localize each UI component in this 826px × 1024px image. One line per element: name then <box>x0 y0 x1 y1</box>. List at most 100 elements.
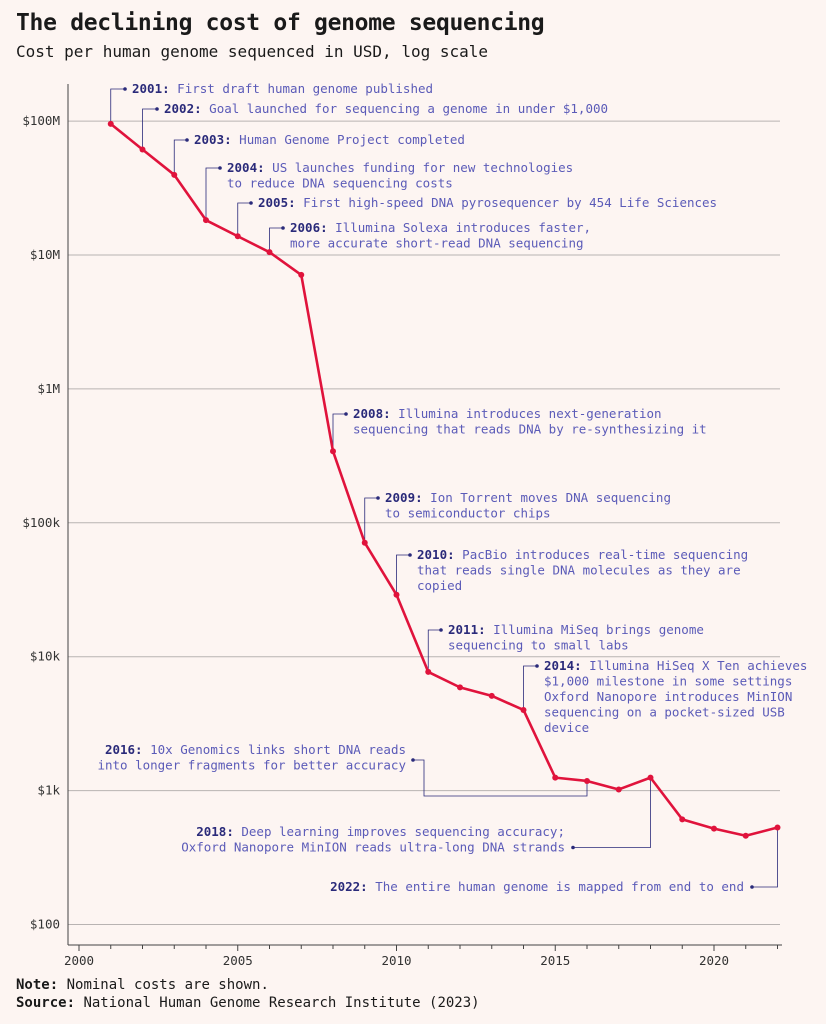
y-tick-label: $1k <box>37 783 60 798</box>
data-point <box>552 774 559 781</box>
annotation-year: 2004: <box>227 160 265 175</box>
annotation-leader-dot <box>249 201 253 205</box>
data-point <box>584 777 590 784</box>
chart-title: The declining cost of genome sequencing <box>16 10 545 36</box>
annotation-year: 2022: <box>330 879 368 894</box>
data-point <box>615 786 622 793</box>
annotation-2010: 2010: PacBio introduces real-time sequen… <box>417 547 748 593</box>
annotation-line: to reduce DNA sequencing costs <box>227 176 453 191</box>
y-tick-label: $100k <box>22 515 60 530</box>
note-label: Note: <box>16 977 59 993</box>
source-text: National Human Genome Research Institute… <box>75 995 480 1011</box>
annotation-year: 2018: <box>196 824 234 839</box>
annotation-line: device <box>544 720 589 735</box>
annotation-line: 2003: Human Genome Project completed <box>194 132 465 147</box>
annotation-leader <box>573 777 651 848</box>
note: Note: Nominal costs are shown. <box>16 976 480 994</box>
annotation-leader-dot <box>123 87 127 91</box>
data-point <box>393 591 400 598</box>
annotation-leader <box>142 108 157 150</box>
annotation-leader-dot <box>535 664 539 668</box>
annotation-line: 2001: First draft human genome published <box>132 81 433 96</box>
annotation-line: 2016: 10x Genomics links short DNA reads <box>105 742 406 757</box>
annotation-leader <box>364 497 378 543</box>
data-point <box>647 774 654 781</box>
data-point <box>330 448 336 455</box>
data-point <box>742 832 749 839</box>
annotation-2003: 2003: Human Genome Project completed <box>194 132 465 147</box>
y-tick-label: $1M <box>37 381 60 396</box>
annotation-year: 2006: <box>290 220 328 235</box>
annotation-2001: 2001: First draft human genome published <box>132 81 433 96</box>
annotation-leader-dot <box>411 758 415 762</box>
x-tick-label: 2010 <box>381 953 411 968</box>
annotation-leader-dot <box>376 496 380 500</box>
data-point <box>488 692 495 699</box>
gridlines: $100 $1k $10k $100k $1M $10M $100M <box>22 113 780 932</box>
annotation-line: 2011: Illumina MiSeq brings genome <box>448 622 704 637</box>
annotation-leader-dot <box>185 138 189 142</box>
annotation-2009: 2009: Ion Torrent moves DNA sequencing to… <box>385 490 671 521</box>
annotation-line: sequencing that reads DNA by re-synthesi… <box>353 422 707 437</box>
annotation-2008: 2008: Illumina introduces next-generatio… <box>353 406 707 437</box>
annotation-leader-dot <box>439 628 443 632</box>
annotation-leader <box>269 227 283 253</box>
annotation-line: copied <box>417 578 462 593</box>
axes: 2000 2005 2010 2015 2020 <box>64 84 782 968</box>
series-line <box>107 120 781 839</box>
data-point <box>711 825 717 832</box>
annotation-2016: 2016: 10x Genomics links short DNA reads… <box>97 742 406 773</box>
annotation-year: 2003: <box>194 132 232 147</box>
annotation-leader-dot <box>218 166 222 170</box>
annotation-2011: 2011: Illumina MiSeq brings genome sequen… <box>448 622 704 653</box>
annotation-leaders <box>110 87 778 889</box>
chart-subtitle: Cost per human genome sequenced in USD, … <box>16 42 489 61</box>
annotation-year: 2008: <box>353 406 391 421</box>
annotation-line: 2008: Illumina introduces next-generatio… <box>353 406 662 421</box>
annotation-leader <box>173 139 187 175</box>
annotation-year: 2016: <box>105 742 143 757</box>
annotation-year: 2010: <box>417 547 455 562</box>
annotation-line: sequencing to small labs <box>448 638 629 653</box>
y-tick-label: $100 <box>30 917 60 932</box>
annotation-line: into longer fragments for better accurac… <box>97 758 406 773</box>
data-point <box>298 271 305 278</box>
annotation-2018: 2018: Deep learning improves sequencing … <box>181 824 565 855</box>
annotation-line: that reads single DNA molecules as they … <box>417 563 741 578</box>
annotation-leader <box>205 167 220 221</box>
annotation-line: 2009: Ion Torrent moves DNA sequencing <box>385 490 671 505</box>
note-text: Nominal costs are shown. <box>58 977 269 993</box>
data-point <box>520 706 527 713</box>
annotation-line: 2018: Deep learning improves sequencing … <box>196 824 565 839</box>
annotation-leader <box>523 665 537 710</box>
y-tick-label: $10M <box>30 247 60 262</box>
annotation-2004: 2004: US launches funding for new techno… <box>227 160 573 191</box>
y-tick-label: $100M <box>22 113 60 128</box>
source-label: Source: <box>16 995 76 1011</box>
annotation-leader <box>752 827 778 888</box>
y-tick-label: $10k <box>30 649 61 664</box>
data-point <box>266 249 273 256</box>
data-point <box>679 816 686 823</box>
annotation-leader-dot <box>344 412 348 416</box>
x-tick-label: 2020 <box>699 953 729 968</box>
annotation-line: Oxford Nanopore MinION reads ultra-long … <box>181 840 565 855</box>
data-point <box>361 539 368 546</box>
data-point <box>774 824 781 831</box>
annotation-leader <box>237 202 251 237</box>
annotation-2002: 2002: Goal launched for sequencing a gen… <box>164 101 608 116</box>
annotation-2006: 2006: Illumina Solexa introduces faster,… <box>290 220 591 251</box>
source: Source: National Human Genome Research I… <box>16 994 480 1012</box>
annotation-2005: 2005: First high-speed DNA pyrosequencer… <box>258 195 717 210</box>
annotation-line: 2006: Illumina Solexa introduces faster, <box>290 220 591 235</box>
data-point <box>457 684 463 691</box>
footer: Note: Nominal costs are shown. Source: N… <box>16 976 480 1012</box>
annotation-leader-dot <box>408 553 412 557</box>
x-tick-label: 2015 <box>540 953 570 968</box>
annotation-line: $1,000 milestone in some settings <box>544 674 792 689</box>
annotation-year: 2001: <box>132 81 170 96</box>
annotation-year: 2014: <box>544 658 582 673</box>
data-point <box>107 120 114 127</box>
annotation-line: sequencing on a pocket-sized USB <box>544 705 785 720</box>
